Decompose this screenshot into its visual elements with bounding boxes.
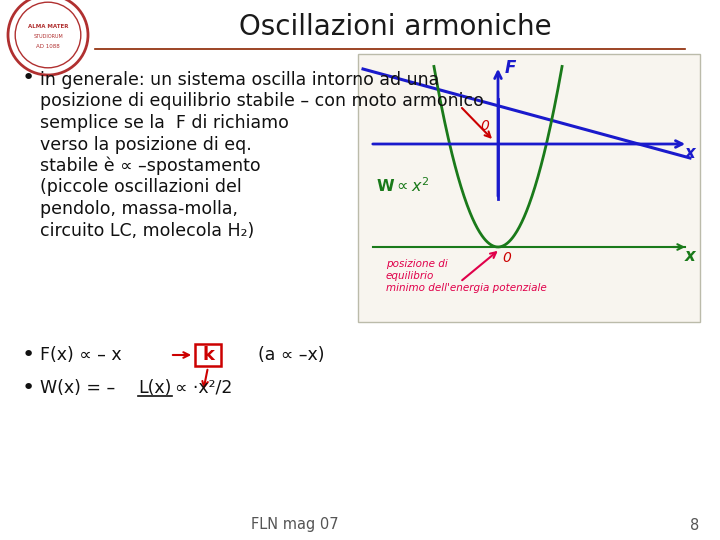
Text: stabile è ∝ –spostamento: stabile è ∝ –spostamento	[40, 157, 261, 176]
Text: semplice se la  F di richiamo: semplice se la F di richiamo	[40, 114, 289, 132]
Text: posizione di
equilibrio
minimo dell'energia potenziale: posizione di equilibrio minimo dell'ener…	[386, 259, 546, 293]
Text: posizione di equilibrio stabile – con moto armonico: posizione di equilibrio stabile – con mo…	[40, 92, 484, 111]
Text: W(x) = –: W(x) = –	[40, 379, 115, 397]
Text: (a ∝ –x): (a ∝ –x)	[258, 346, 325, 364]
Text: $\mathbf{W} \propto x^2$: $\mathbf{W} \propto x^2$	[376, 176, 430, 195]
Text: •: •	[22, 345, 35, 365]
Text: 8: 8	[690, 517, 700, 532]
Text: AD 1088: AD 1088	[36, 44, 60, 50]
Text: F(x) ∝ – x: F(x) ∝ – x	[40, 346, 122, 364]
Text: Oscillazioni armoniche: Oscillazioni armoniche	[239, 13, 552, 41]
Text: in generale: un sistema oscilla intorno ad una: in generale: un sistema oscilla intorno …	[40, 71, 439, 89]
Text: FLN mag 07: FLN mag 07	[251, 517, 339, 532]
Bar	[358, 54, 700, 322]
Text: •: •	[22, 378, 35, 398]
Text: circuito LC, molecola H₂): circuito LC, molecola H₂)	[40, 221, 254, 240]
Text: x: x	[685, 144, 696, 162]
Text: verso la posizione di eq.: verso la posizione di eq.	[40, 136, 252, 153]
Text: F: F	[505, 59, 516, 77]
Text: ∝ ·x²/2: ∝ ·x²/2	[175, 379, 233, 397]
Text: STUDIORUM: STUDIORUM	[33, 35, 63, 39]
Text: L(x): L(x)	[138, 379, 171, 397]
Text: ALMA MATER: ALMA MATER	[28, 24, 68, 30]
Text: •: •	[22, 68, 35, 88]
Text: k: k	[202, 346, 214, 364]
Text: 0: 0	[480, 119, 489, 133]
Text: (piccole oscillazioni del: (piccole oscillazioni del	[40, 179, 242, 197]
Text: x: x	[685, 247, 696, 265]
Text: pendolo, massa-molla,: pendolo, massa-molla,	[40, 200, 238, 218]
Text: 0: 0	[502, 251, 511, 265]
FancyBboxPatch shape	[195, 344, 221, 366]
